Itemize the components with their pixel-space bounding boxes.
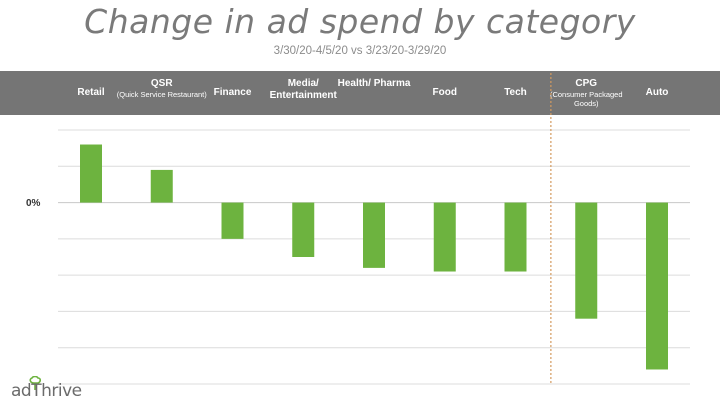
- category-label: Food: [399, 87, 491, 99]
- bar-media-entertainment: [292, 202, 315, 257]
- bar-food: [433, 202, 456, 272]
- category-name: Tech: [504, 87, 527, 98]
- category-label: Tech: [470, 87, 562, 99]
- y-axis-zero-label: 0%: [26, 198, 41, 209]
- bar-auto: [646, 202, 668, 370]
- bar-cpg: [575, 202, 598, 319]
- bar-retail: [80, 144, 102, 203]
- adthrive-logo-icon: [29, 376, 42, 390]
- bar-tech: [504, 202, 527, 272]
- category-name: Retail: [77, 87, 105, 98]
- category-name: Finance: [213, 87, 252, 98]
- category-name: QSR: [150, 78, 173, 89]
- category-label: Finance: [187, 87, 279, 99]
- brand-logo-text: adThrive: [11, 381, 82, 401]
- chart-title: Change in ad spend by category: [84, 2, 636, 41]
- category-header-band: [0, 71, 720, 115]
- category-label: Media/ Entertainment: [257, 78, 349, 102]
- category-name: Food: [432, 87, 457, 98]
- category-label: QSR (Quick Service Restaurant): [116, 78, 208, 99]
- chart-subtitle: 3/30/20-4/5/20 vs 3/23/20-3/29/20: [273, 45, 447, 57]
- bar-qsr: [150, 169, 173, 203]
- category-label: Health/ Pharma: [328, 78, 420, 90]
- category-detail: (Consumer Packaged Goods): [549, 90, 623, 108]
- category-name: Health/ Pharma: [337, 78, 411, 89]
- category-name: Media/ Entertainment: [269, 78, 337, 101]
- category-name: CPG: [575, 78, 598, 89]
- bar-finance: [221, 202, 244, 239]
- category-name: Auto: [645, 87, 669, 98]
- bar-health-pharma: [363, 202, 385, 268]
- category-label: Retail: [45, 87, 137, 99]
- category-label: CPG (Consumer Packaged Goods): [540, 78, 632, 108]
- category-detail: (Quick Service Restaurant): [116, 90, 207, 99]
- category-label: Auto: [611, 87, 703, 99]
